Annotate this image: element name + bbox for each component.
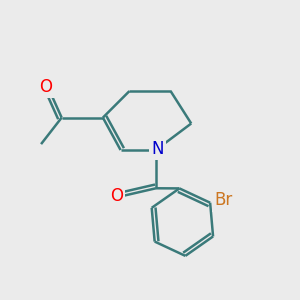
Text: Br: Br: [214, 191, 232, 209]
Text: N: N: [151, 140, 164, 158]
Text: O: O: [110, 187, 123, 205]
Text: O: O: [40, 78, 52, 96]
